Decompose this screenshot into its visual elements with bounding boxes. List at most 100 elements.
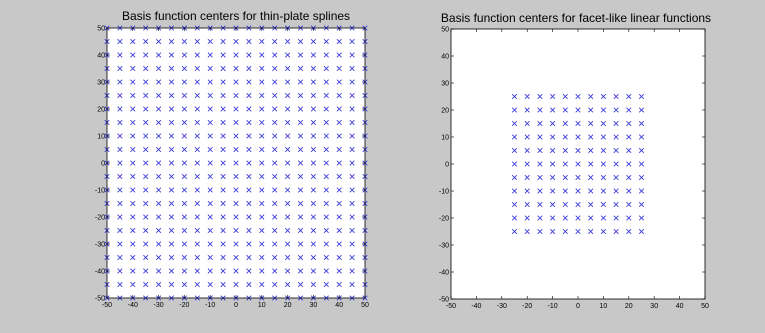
data-point [168,254,175,261]
data-point [259,187,265,193]
data-point [626,93,632,100]
data-point [323,268,329,274]
data-point [562,120,568,127]
data-point [284,106,291,112]
data-point [117,254,123,261]
x-tick-label: 20 [625,303,633,310]
data-point [349,187,355,193]
data-point [336,214,342,220]
y-tick-label: -10 [95,188,105,195]
x-tick-label: -50 [102,302,112,309]
data-point [310,254,317,261]
data-point [143,173,149,180]
data-point [259,65,265,72]
data-point [233,281,239,288]
data-point [117,187,123,193]
data-point [336,281,342,288]
data-point [259,173,265,180]
data-point [511,134,518,140]
data-point [511,188,518,194]
data-point [323,79,329,85]
data-point [117,106,123,112]
data-point [638,188,645,194]
data-point [246,65,252,72]
data-point [588,215,594,221]
data-point [549,201,556,208]
data-point [323,106,329,112]
x-tick-label: -40 [128,302,138,309]
data-point [194,254,200,261]
y-tick-label: 10 [97,134,105,141]
data-point [349,173,355,180]
data-point [562,107,568,113]
data-point [638,93,645,100]
data-point [284,227,291,234]
data-point [220,38,226,45]
data-point [297,79,304,85]
y-tick-label: 50 [97,26,105,33]
data-point [272,92,278,99]
y-tick-label: -30 [439,243,449,250]
data-point [524,107,530,113]
data-point [297,133,304,139]
data-point [233,214,239,220]
data-point [168,119,175,126]
data-point [575,134,581,140]
data-point [220,200,226,207]
x-tick-label: 20 [284,302,292,309]
data-point [310,146,317,153]
data-point [143,65,149,72]
data-point [259,227,265,234]
data-point [297,160,304,166]
data-point [310,79,317,85]
data-point [613,228,619,235]
data-point [168,227,175,234]
data-point [155,187,162,193]
data-point [562,134,568,140]
data-point [143,187,149,193]
data-point [168,200,175,207]
data-point [259,133,265,139]
data-point [207,106,213,112]
data-point [168,133,175,139]
data-point [537,147,543,154]
data-point [181,133,188,139]
data-point [297,146,304,153]
data-point [349,133,355,139]
data-point [143,254,149,261]
data-point [549,147,556,154]
data-point [155,268,162,274]
data-point [310,38,317,45]
data-point [246,200,252,207]
data-point [181,106,188,112]
data-point [155,92,162,99]
data-point [207,92,213,99]
data-point [272,119,278,126]
data-point [638,201,645,208]
data-point [349,79,355,85]
data-point [349,106,355,112]
data-point [349,92,355,99]
data-point [284,187,291,193]
data-point [259,119,265,126]
data-point [349,146,355,153]
data-point [168,65,175,72]
data-point [537,228,543,235]
data-point [220,173,226,180]
data-point [524,161,530,167]
data-point [117,38,123,45]
data-point [194,79,200,85]
data-point [562,161,568,167]
data-point [207,65,213,72]
data-point [600,228,607,235]
data-point [297,187,304,193]
x-tick-label: 30 [650,303,658,310]
data-point [246,254,252,261]
x-tick-label: 50 [361,302,369,309]
data-point [168,187,175,193]
chart-title: Basis function centers for facet-like li… [441,11,711,25]
x-tick-label: -10 [548,303,558,310]
data-point [233,92,239,99]
data-point [155,79,162,85]
